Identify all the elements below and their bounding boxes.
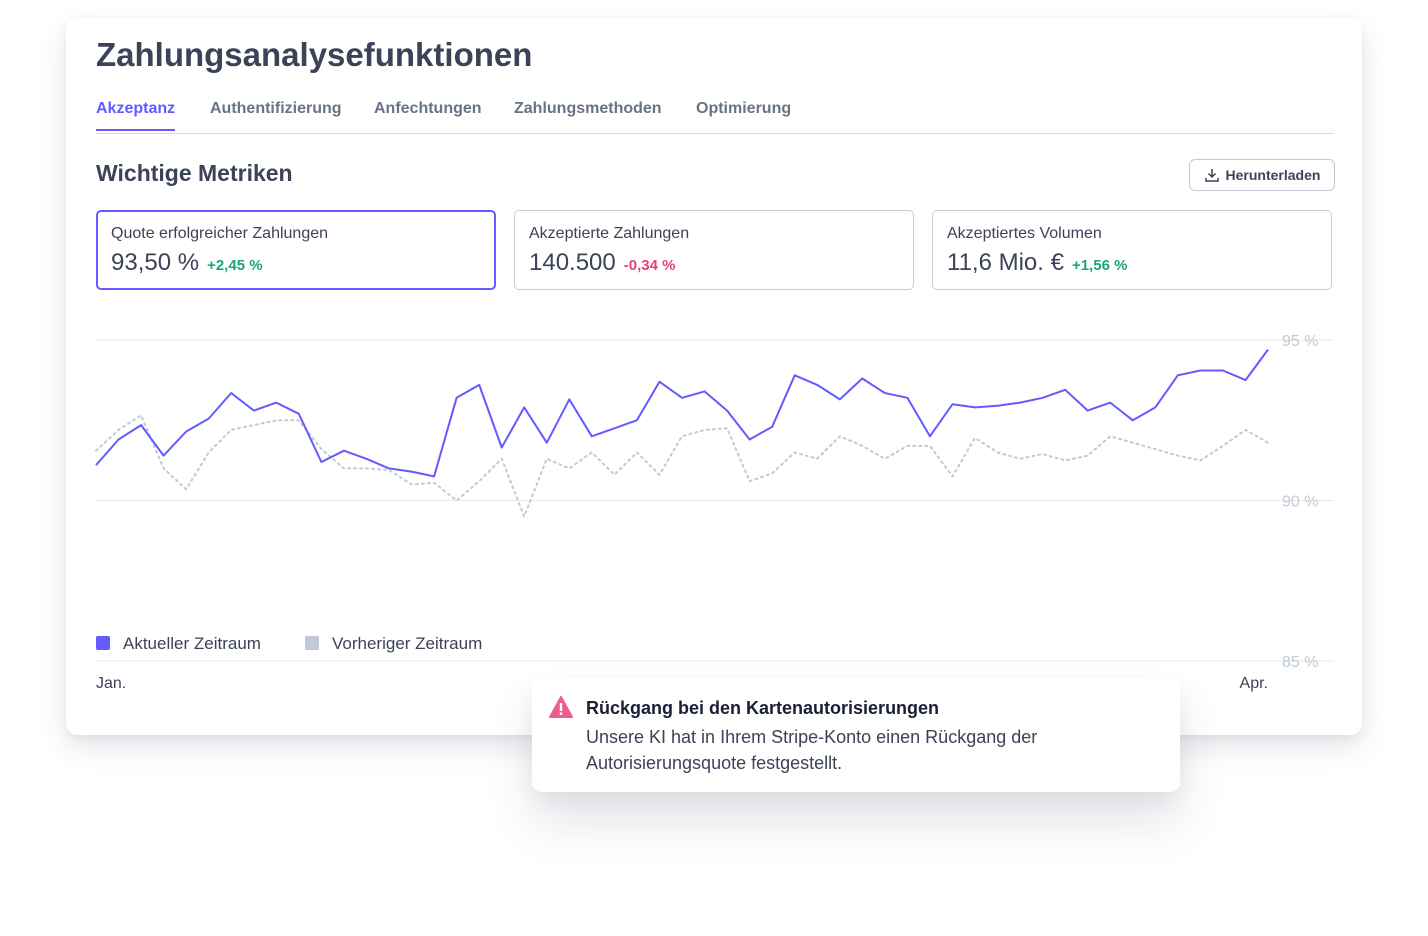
metric-label: Quote erfolgreicher Zahlungen	[111, 225, 329, 242]
warning-icon	[549, 696, 573, 718]
y-tick-label: 95 %	[1282, 333, 1318, 350]
metric-value: 140.500	[529, 249, 616, 276]
metric-card[interactable]: Akzeptiertes Volumen 11,6 Mio. € +1,56 %	[932, 210, 1332, 290]
alert-text: Unsere KI hat in Ihrem Stripe-Konto eine…	[586, 727, 1038, 773]
legend-label: Aktueller Zeitraum	[123, 634, 261, 653]
metric-value: 11,6 Mio. €	[947, 249, 1064, 276]
metric-card[interactable]: Quote erfolgreicher Zahlungen 93,50 % +2,4…	[96, 210, 496, 290]
series-line	[95, 414, 1269, 518]
tab[interactable]: Zahlungsmethoden	[514, 100, 662, 117]
divider	[96, 133, 1334, 134]
y-tick-label: 85 %	[1282, 654, 1318, 671]
legend-label: Vorheriger Zeitraum	[332, 634, 482, 653]
x-tick-label: Apr.	[1240, 675, 1268, 692]
metric-label: Akzeptierte Zahlungen	[529, 225, 690, 242]
tab[interactable]: Anfechtungen	[374, 100, 482, 117]
metric-delta: +1,56 %	[1071, 257, 1128, 274]
metric-value: 93,50 %	[111, 249, 200, 276]
metric-delta: +2,45 %	[207, 257, 263, 274]
legend-swatch	[305, 636, 319, 650]
panel	[66, 18, 1362, 735]
series-line	[95, 349, 1269, 478]
page-title: Zahlungsanalysefunktionen	[96, 36, 533, 73]
metric-value-row: 11,6 Mio. € +1,56 %	[947, 249, 1317, 277]
alert-title: Rückgang bei den Kartenautorisierungen	[586, 698, 940, 718]
download-icon	[1204, 169, 1219, 182]
x-tick-label: Jan.	[96, 675, 126, 692]
tab[interactable]: Optimierung	[696, 100, 792, 117]
legend-swatch	[96, 636, 110, 650]
tab[interactable]: Authentifizierung	[210, 100, 342, 117]
metric-label: Akzeptiertes Volumen	[947, 225, 1102, 242]
tab[interactable]: Akzeptanz	[96, 100, 176, 131]
section-title: Wichtige Metriken	[96, 160, 293, 186]
y-tick-label: 90 %	[1282, 494, 1318, 511]
metric-value-row: 93,50 % +2,45 %	[111, 249, 481, 277]
alert-card	[532, 678, 1180, 792]
metric-delta: -0,34 %	[623, 257, 676, 274]
metric-value-row: 140.500 -0,34 %	[529, 249, 899, 277]
button-label: Herunterladen	[1225, 167, 1321, 183]
download-button[interactable]: Herunterladen	[1189, 159, 1335, 191]
metric-card[interactable]: Akzeptierte Zahlungen 140.500 -0,34 %	[514, 210, 914, 290]
